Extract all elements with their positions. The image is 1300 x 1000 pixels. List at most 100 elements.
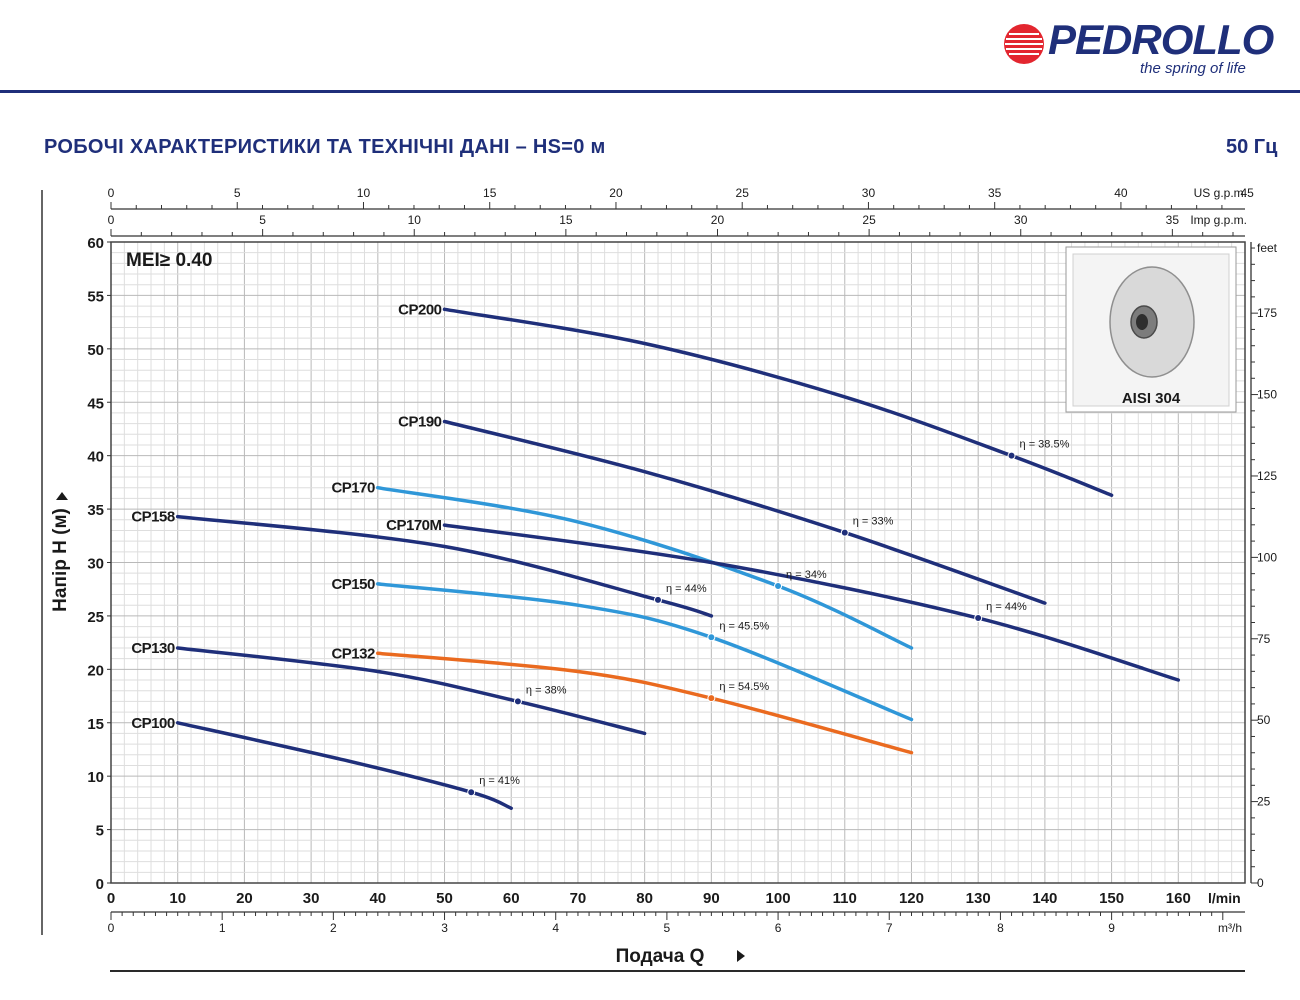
series-label-cp200: CP200 [398, 301, 442, 318]
x-tick-label: 130 [966, 890, 991, 907]
us-gpm-tick-label: 10 [357, 186, 371, 200]
us-gpm-tick-label: 25 [736, 186, 750, 200]
y-tick-label: 5 [96, 823, 104, 840]
efficiency-point-cp100 [467, 788, 476, 797]
x-tick-label: 140 [1032, 890, 1057, 907]
footer-rule [110, 970, 1245, 972]
efficiency-point-cp132 [707, 694, 716, 703]
m3h-tick-label: 9 [1108, 921, 1115, 935]
series-label-cp170: CP170 [331, 480, 375, 497]
m3h-tick-label: 1 [219, 921, 226, 935]
product-inset: AISI 304 [1065, 246, 1237, 413]
efficiency-label-cp170: η = 34% [786, 569, 827, 581]
frequency-label: 50 Гц [1226, 136, 1278, 158]
chart-series [175, 307, 1181, 810]
series-label-cp132: CP132 [331, 645, 375, 662]
series-line-cp150 [376, 582, 914, 722]
efficiency-point-cp130 [513, 697, 522, 706]
y-tick-label: 0 [96, 876, 104, 893]
x-tick-label: 60 [503, 890, 520, 907]
m3h-unit-label: m³/h [1218, 921, 1242, 935]
series-line-cp190 [442, 419, 1047, 605]
imp-gpm-tick-label: 35 [1166, 213, 1180, 227]
us-gpm-tick-label: 35 [988, 186, 1002, 200]
series-line-cp130 [175, 646, 647, 736]
efficiency-label-cp130: η = 38% [526, 684, 567, 696]
feet-tick-label: 0 [1257, 876, 1264, 890]
feet-tick-label: 50 [1257, 713, 1271, 727]
x-unit-label: l/min [1208, 890, 1241, 906]
x-tick-label: 30 [303, 890, 320, 907]
efficiency-label-cp100: η = 41% [479, 775, 520, 787]
feet-tick-label: 75 [1257, 632, 1271, 646]
x-axis-label: Подача Q [616, 946, 705, 967]
y-tick-label: 60 [87, 235, 104, 252]
y-axis-label: Напір H (м) [50, 508, 71, 612]
imp-gpm-tick-label: 15 [559, 213, 573, 227]
y-tick-label: 25 [87, 609, 104, 626]
m3h-tick-label: 3 [441, 921, 448, 935]
x-tick-label: 40 [369, 890, 386, 907]
efficiency-point-cp150 [707, 633, 716, 642]
m3h-tick-label: 0 [108, 921, 115, 935]
logo-sun-icon [1004, 24, 1044, 64]
y-tick-label: 50 [87, 342, 104, 359]
y-tick-label: 10 [87, 769, 104, 786]
m3h-tick-label: 2 [330, 921, 337, 935]
series-line-cp200 [442, 307, 1114, 497]
x-tick-label: 160 [1166, 890, 1191, 907]
x-tick-label: 80 [636, 890, 653, 907]
x-tick-label: 120 [899, 890, 924, 907]
brand-name: PEDROLLO [1048, 16, 1274, 63]
y-tick-label: 55 [87, 288, 104, 305]
y-tick-label: 30 [87, 556, 104, 573]
efficiency-label-cp132: η = 54.5% [719, 681, 769, 693]
x-tick-label: 70 [570, 890, 587, 907]
efficiency-label-cp158: η = 44% [666, 583, 707, 595]
x-tick-label: 50 [436, 890, 453, 907]
efficiency-label-cp170m: η = 44% [986, 601, 1027, 613]
efficiency-point-cp200 [1007, 451, 1016, 460]
us-gpm-tick-label: 15 [483, 186, 497, 200]
series-label-cp150: CP150 [331, 576, 375, 593]
x-tick-label: 10 [169, 890, 186, 907]
feet-tick-label: 100 [1257, 550, 1277, 564]
imp-gpm-tick-label: 25 [862, 213, 876, 227]
page-title: РОБОЧІ ХАРАКТЕРИСТИКИ ТА ТЕХНІЧНІ ДАНІ –… [44, 136, 606, 158]
inset-label: AISI 304 [1122, 390, 1181, 407]
x-tick-label: 110 [833, 890, 857, 907]
series-label-cp190: CP190 [398, 413, 442, 430]
y-tick-label: 40 [87, 449, 104, 466]
series-line-cp170m [442, 523, 1181, 682]
us-gpm-tick-label: 45 [1240, 186, 1254, 200]
feet-tick-label: 125 [1257, 469, 1277, 483]
us-gpm-tick-label: 5 [234, 186, 241, 200]
brand-logo: PEDROLLO the spring of life [1000, 10, 1290, 85]
m3h-tick-label: 7 [886, 921, 893, 935]
m3h-tick-label: 4 [552, 921, 559, 935]
efficiency-point-cp158 [653, 595, 662, 604]
imp-gpm-tick-label: 30 [1014, 213, 1028, 227]
imp-gpm-tick-label: 5 [259, 213, 266, 227]
us-gpm-tick-label: 30 [862, 186, 876, 200]
imp-gpm-unit-label: Imp g.p.m. [1190, 213, 1247, 227]
series-label-cp100: CP100 [131, 715, 175, 732]
series-label-cp158: CP158 [131, 509, 175, 526]
y-axis-arrow-icon [56, 492, 68, 500]
series-line-cp158 [175, 514, 714, 618]
y-tick-label: 15 [87, 716, 104, 733]
efficiency-label-cp150: η = 45.5% [719, 620, 769, 632]
m3h-tick-label: 6 [775, 921, 782, 935]
x-tick-label: 100 [766, 890, 791, 907]
efficiency-point-cp170m [974, 614, 983, 623]
imp-gpm-tick-label: 0 [108, 213, 115, 227]
chart-labels: CP200 η = 38.5% CP190 η = 33% CP170 η = 34% CP… [131, 301, 1069, 787]
y-tick-label: 45 [87, 395, 104, 412]
x-tick-label: 0 [107, 890, 115, 907]
mei-label: MEI≥ 0.40 [126, 250, 212, 271]
brand-tagline: the spring of life [1140, 60, 1246, 77]
imp-gpm-tick-label: 20 [711, 213, 725, 227]
us-gpm-tick-label: 0 [108, 186, 115, 200]
header-rule [0, 90, 1300, 93]
